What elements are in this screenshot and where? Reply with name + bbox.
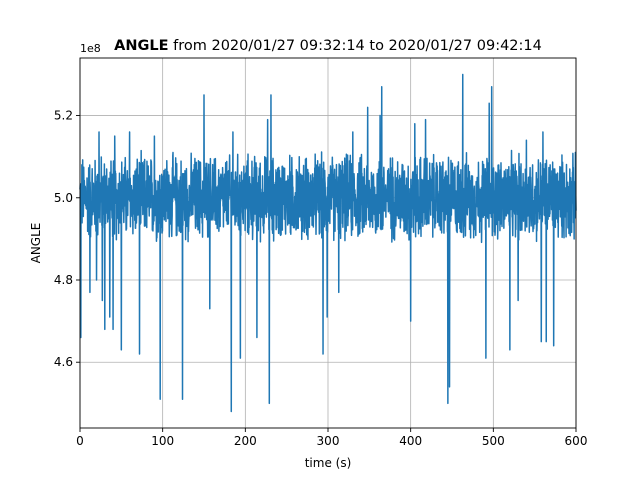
y-tick-label: 5.0: [54, 191, 73, 205]
x-tick-label: 600: [565, 434, 588, 448]
chart-title: ANGLE from 2020/01/27 09:32:14 to 2020/0…: [114, 38, 542, 54]
x-tick-label: 100: [151, 434, 174, 448]
y-tick-label: 4.6: [54, 355, 73, 369]
series-group: [79, 73, 577, 413]
x-tick-label: 0: [76, 434, 84, 448]
x-tick-label: 400: [399, 434, 422, 448]
y-axis-label: ANGLE: [29, 223, 43, 264]
x-tick-label: 200: [234, 434, 257, 448]
y-tick-label: 5.2: [54, 109, 73, 123]
x-axis-label: time (s): [305, 456, 352, 470]
angle-series-line: [79, 73, 577, 413]
chart-title-range: from 2020/01/27 09:32:14 to 2020/01/27 0…: [169, 38, 542, 54]
chart-title-bold: ANGLE: [114, 38, 168, 54]
x-tick-label: 500: [482, 434, 505, 448]
x-axis: 0 100 200 300 400 500 600: [76, 428, 587, 448]
y-tick-label: 4.8: [54, 273, 73, 287]
y-axis: 4.6 4.8 5.0 5.2: [54, 109, 80, 369]
offset-label: 1e8: [80, 42, 101, 55]
x-tick-label: 300: [317, 434, 340, 448]
